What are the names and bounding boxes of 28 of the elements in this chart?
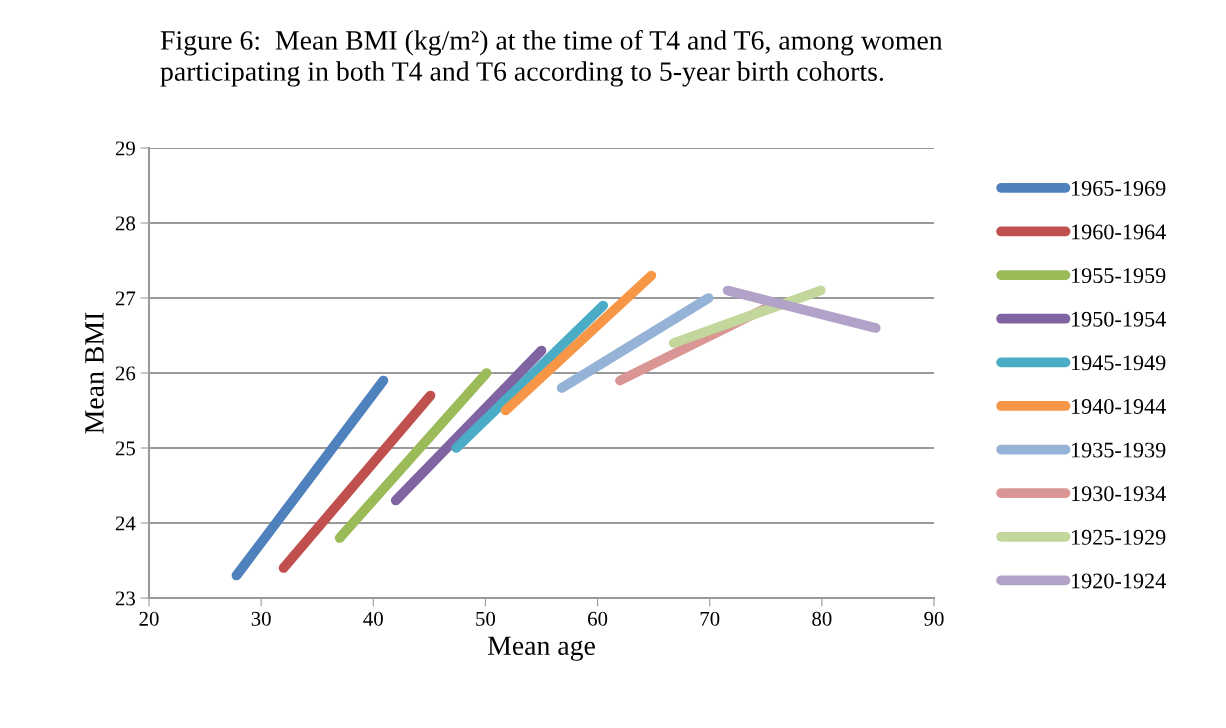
y-tick-label: 29 [115,141,135,156]
legend-label: 1940-1944 [1071,398,1166,414]
x-axis-title: Mean age [487,636,595,661]
legend-label: 1960-1964 [1071,224,1166,240]
y-tick-label: 26 [115,366,136,381]
y-tick-label: 23 [115,591,135,606]
legend-label: 1920-1924 [1071,573,1166,589]
legend-label: 1925-1929 [1071,529,1166,545]
legend-label: 1955-1959 [1071,268,1166,284]
y-tick-label: 25 [115,441,135,456]
y-tick-label: 27 [115,291,136,306]
y-tick-label: 28 [115,216,136,231]
y-tick-label: 24 [115,516,136,531]
x-tick-label: 80 [812,611,832,626]
y-axis-title: Mean BMI [85,312,104,434]
x-tick-label: 50 [476,611,496,626]
legend-label: 1930-1934 [1071,486,1166,502]
x-tick-label: 20 [139,611,159,626]
x-tick-label: 30 [251,611,271,626]
x-tick-label: 90 [924,611,944,626]
x-tick-label: 60 [588,611,608,626]
legend-label: 1965-1969 [1071,180,1166,196]
legend-label: 1950-1954 [1071,311,1166,327]
chart-title: Figure 6: Mean BMI (kg/m²) at the time of T4 and T6, among women participating in both T4 and T6 according to 5-year birth cohorts. [160,30,943,87]
x-tick-label: 70 [700,611,720,626]
legend-label: 1935-1939 [1071,442,1166,458]
legend-label: 1945-1949 [1071,355,1166,371]
x-tick-label: 40 [363,611,383,626]
